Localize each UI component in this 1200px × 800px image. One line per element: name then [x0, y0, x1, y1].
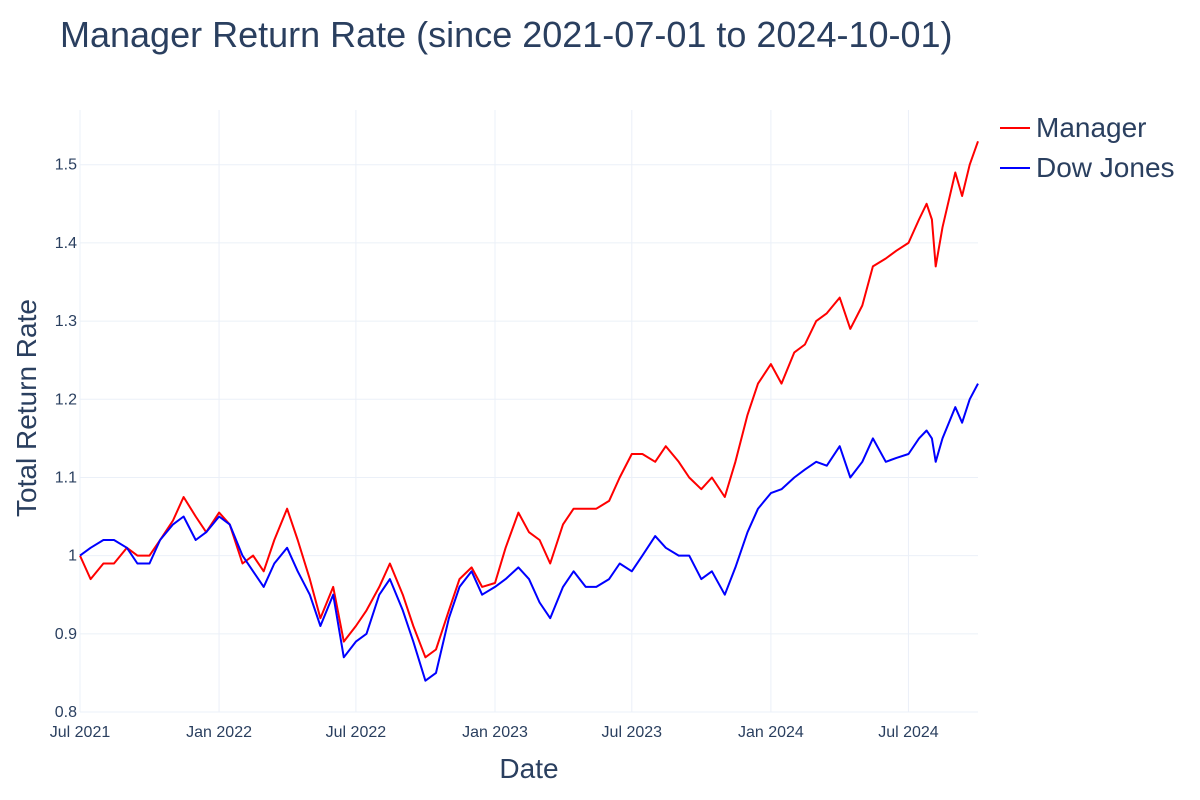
x-axis-title: Date [499, 753, 558, 784]
x-tick-label: Jan 2024 [738, 724, 804, 741]
x-tick-label: Jan 2023 [462, 724, 528, 741]
legend-swatch-manager [1000, 127, 1030, 129]
legend-item-dow-jones[interactable]: Dow Jones [1000, 148, 1195, 188]
y-axis-title: Total Return Rate [11, 299, 42, 517]
legend-item-manager[interactable]: Manager [1000, 108, 1195, 148]
y-tick-label: 1.1 [55, 469, 77, 486]
y-tick-label: 1.4 [55, 235, 77, 252]
x-tick-label: Jul 2022 [326, 724, 387, 741]
x-tick-label: Jul 2024 [878, 724, 939, 741]
legend: Manager Dow Jones [1000, 108, 1195, 188]
x-tick-label: Jul 2023 [602, 724, 663, 741]
y-tick-label: 1.2 [55, 391, 77, 408]
legend-label-manager: Manager [1036, 112, 1147, 143]
x-tick-label: Jul 2021 [50, 724, 111, 741]
series-lines [79, 140, 979, 682]
x-tick-label: Jan 2022 [186, 724, 252, 741]
legend-label-dow-jones: Dow Jones [1036, 152, 1175, 183]
chart-title: Manager Return Rate (since 2021-07-01 to… [60, 14, 953, 55]
gridlines [79, 110, 978, 713]
tick-labels: 0.8 0.9 1 1.1 1.2 1.3 1.4 1.5 Jul 2021 Jan 2022 Ju… [50, 157, 939, 741]
legend-swatch-dow-jones [1000, 167, 1030, 169]
y-tick-label: 0.9 [55, 626, 77, 643]
y-tick-label: 1.5 [55, 157, 77, 174]
y-tick-label: 1.3 [55, 313, 77, 330]
series-line-dow-jones[interactable] [79, 383, 979, 682]
y-tick-label: 1 [68, 548, 77, 565]
y-tick-label: 0.8 [55, 704, 77, 721]
series-line-manager[interactable] [79, 140, 979, 659]
